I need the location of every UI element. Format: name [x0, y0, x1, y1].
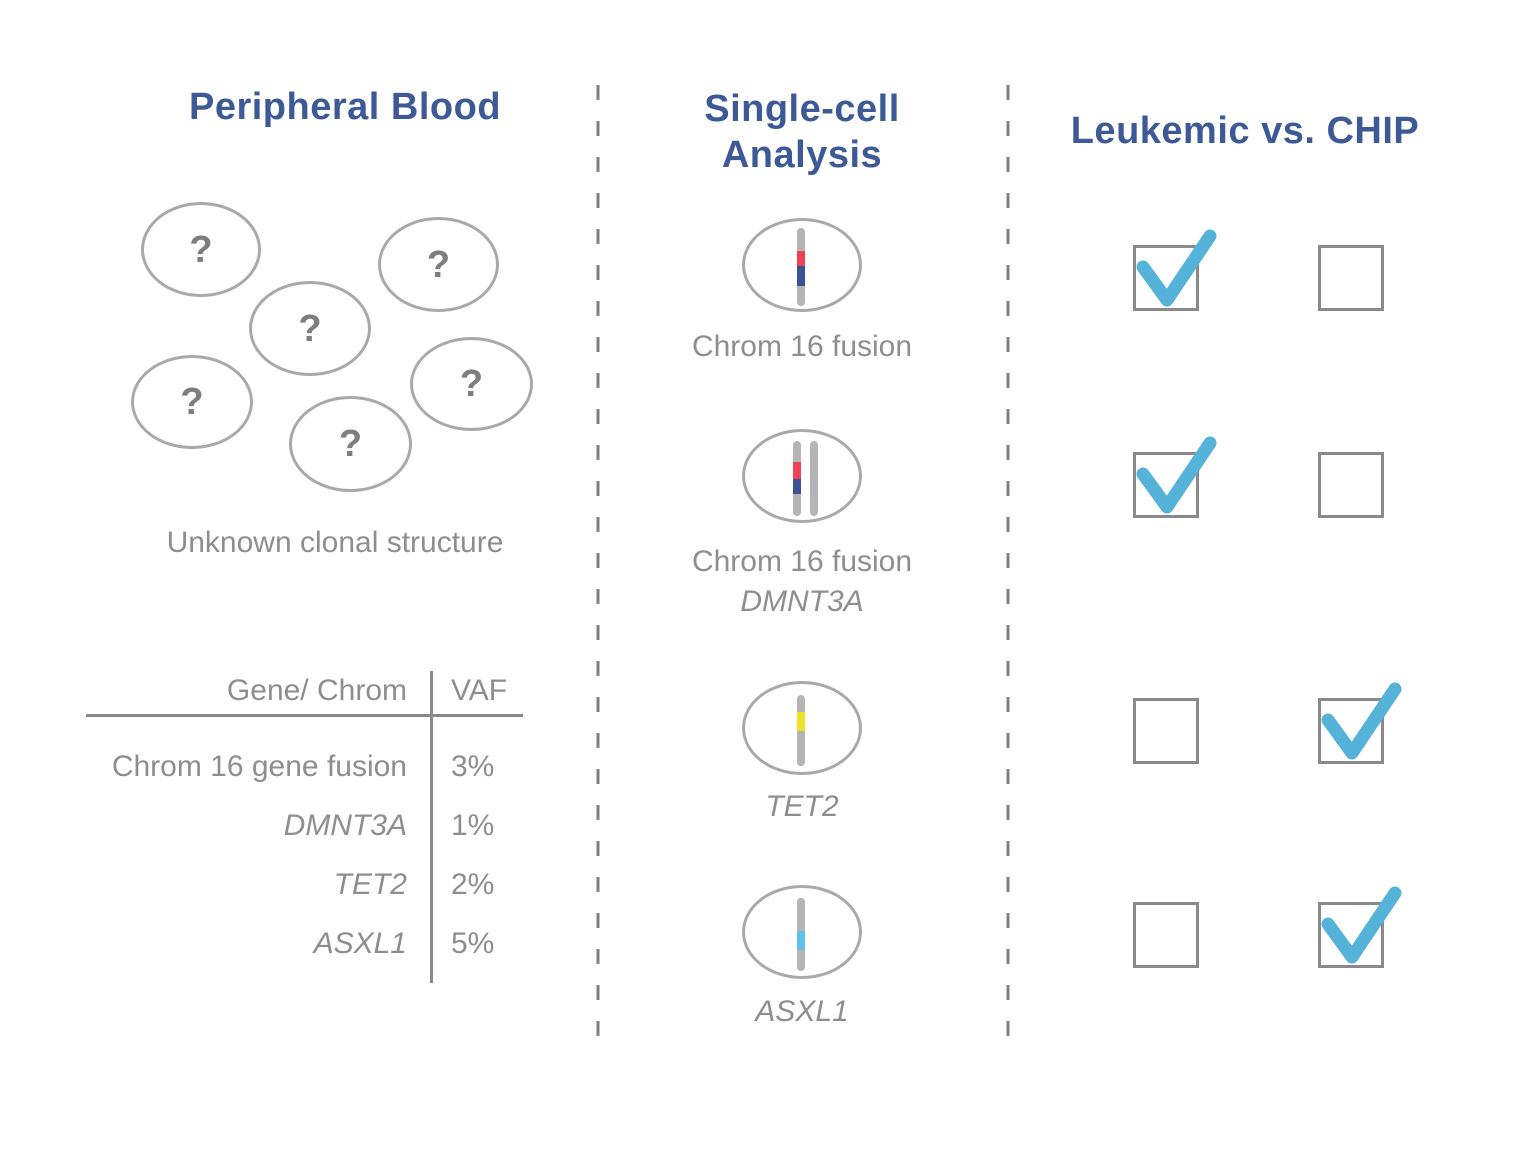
- gene-name: ASXL1: [313, 927, 407, 960]
- table-vertical-rule: [430, 671, 433, 983]
- vaf-value: 1%: [451, 809, 495, 842]
- single-cell-asxl1: [742, 885, 862, 979]
- chromosome-icon: [797, 898, 805, 971]
- vaf-value: 5%: [451, 927, 495, 960]
- question-mark: ?: [426, 243, 451, 286]
- gene-name: Chrom 16 gene fusion: [111, 750, 407, 783]
- question-mark: ?: [298, 307, 322, 350]
- tet2-yellow-segment: [797, 712, 805, 731]
- table-horizontal-rule: [86, 714, 523, 717]
- unknown-cell-4: ?: [131, 355, 253, 449]
- cell-label-dmnt3a: DMNT3A: [740, 585, 864, 618]
- question-mark: ?: [459, 363, 484, 405]
- checkbox-leukemic-row3: [1133, 698, 1199, 764]
- leukemic-vs-chip-title: Leukemic vs. CHIP: [1070, 110, 1420, 152]
- asxl1-cyan-segment: [797, 931, 805, 950]
- checkmark-icon: [1136, 229, 1217, 307]
- table-header-vaf: VAF: [451, 674, 508, 707]
- cell-label-chrom16-fusion: Chrom 16 fusion: [691, 330, 913, 363]
- fusion-red-segment: [793, 462, 801, 479]
- unknown-cell-1: ?: [141, 202, 261, 297]
- cell-label-chrom16-fusion-2: Chrom 16 fusion: [691, 545, 913, 578]
- chromosome-icon: [797, 228, 805, 306]
- vaf-value: 3%: [451, 750, 495, 783]
- unknown-cell-2: ?: [378, 217, 499, 312]
- unknown-cell-5: ?: [410, 337, 533, 431]
- single-cell-analysis-title: Single-cell Analysis: [602, 86, 1002, 178]
- single-cell-tet2: [742, 681, 862, 775]
- unknown-cell-3: ?: [249, 281, 371, 376]
- gene-name: TET2: [333, 868, 407, 901]
- checkmark-icon: [1321, 682, 1402, 760]
- single-cell-chrom16-fusion: [742, 218, 862, 312]
- fusion-blue-segment: [793, 479, 801, 494]
- cell-label-asxl1: ASXL1: [755, 995, 849, 1028]
- table-header-gene: Gene/ Chrom: [226, 674, 407, 707]
- chromosome-icon: [793, 441, 801, 516]
- fusion-red-segment: [797, 251, 805, 266]
- unknown-cell-6: ?: [289, 396, 412, 492]
- fusion-blue-segment: [797, 266, 805, 286]
- question-mark: ?: [189, 228, 213, 271]
- single-cell-chrom16-fusion-dmnt3a: [742, 429, 862, 523]
- peripheral-blood-title: Peripheral Blood: [188, 86, 502, 128]
- unknown-clonal-structure-caption: Unknown clonal structure: [166, 526, 504, 559]
- cell-label-tet2: TET2: [765, 790, 839, 823]
- checkbox-chip-row2: [1318, 452, 1384, 518]
- vaf-value: 2%: [451, 868, 495, 901]
- gene-name: DMNT3A: [283, 809, 407, 842]
- chromosome-icon: [797, 695, 805, 766]
- chromosome-icon: [810, 441, 818, 516]
- checkmark-icon: [1321, 886, 1402, 964]
- question-mark: ?: [338, 423, 363, 465]
- question-mark: ?: [180, 381, 204, 423]
- title-line-1: Single-cell: [704, 88, 900, 130]
- checkmark-icon: [1136, 436, 1217, 514]
- checkbox-leukemic-row4: [1133, 902, 1199, 968]
- title-line-2: Analysis: [721, 134, 883, 176]
- checkbox-chip-row1: [1318, 245, 1384, 311]
